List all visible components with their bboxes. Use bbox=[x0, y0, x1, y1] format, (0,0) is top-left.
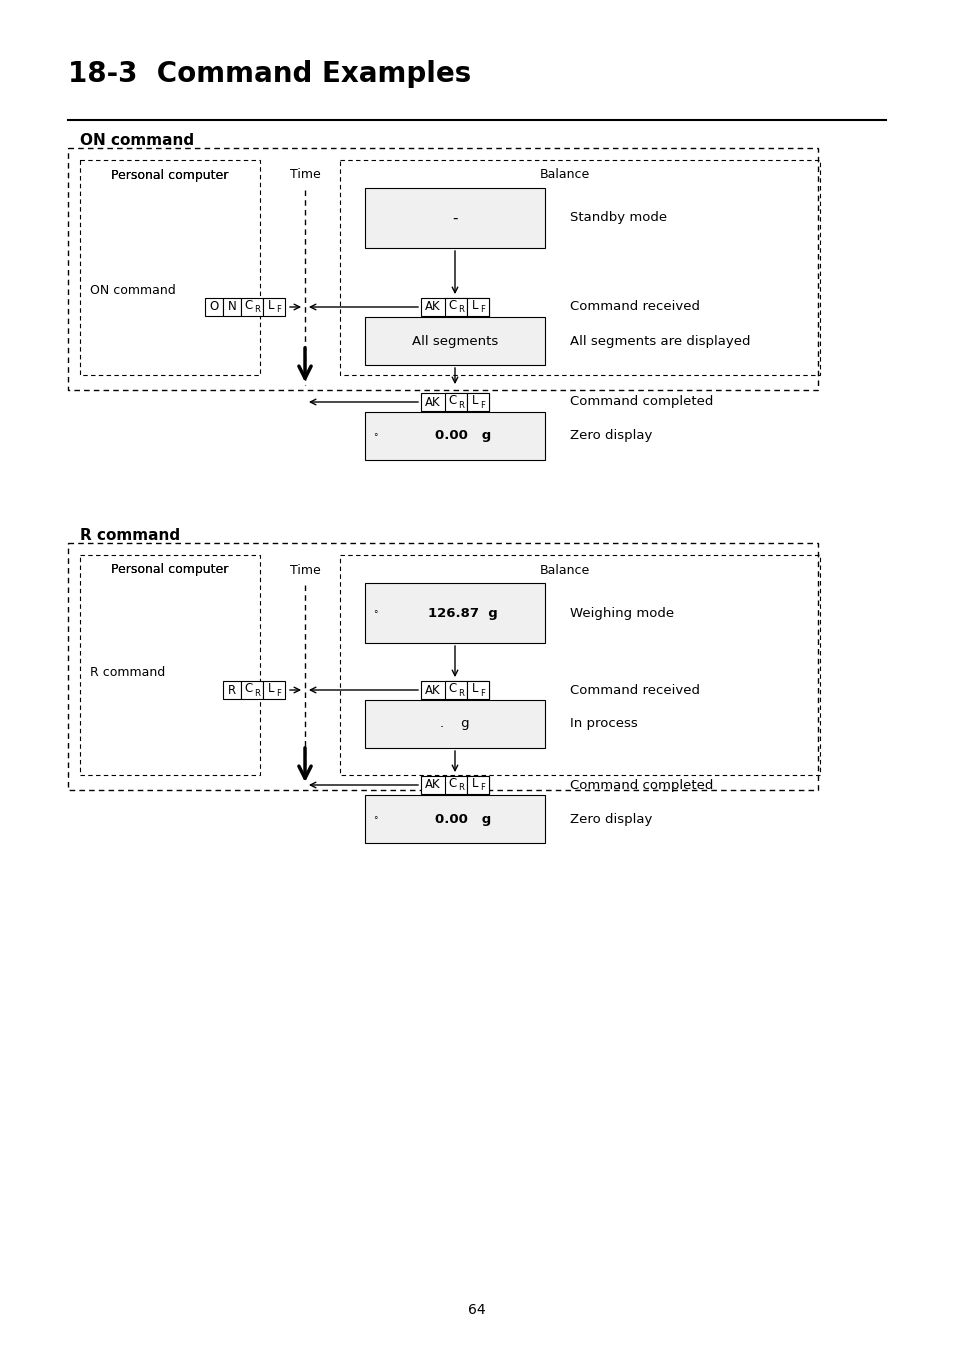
Text: L: L bbox=[268, 298, 274, 312]
Bar bbox=[263, 680, 285, 699]
Text: Personal computer: Personal computer bbox=[112, 563, 229, 576]
Text: Standby mode: Standby mode bbox=[569, 212, 666, 224]
Text: R: R bbox=[253, 305, 259, 315]
Text: C: C bbox=[449, 778, 456, 790]
Text: L: L bbox=[471, 394, 477, 406]
Text: R command: R command bbox=[80, 528, 180, 543]
Text: 0.00   g: 0.00 g bbox=[435, 813, 491, 825]
Text: °: ° bbox=[373, 433, 376, 443]
Text: R: R bbox=[457, 305, 463, 315]
Text: .    g: . g bbox=[439, 717, 469, 730]
Bar bbox=[339, 555, 820, 775]
Bar bbox=[205, 298, 223, 316]
Text: Personal computer: Personal computer bbox=[112, 563, 229, 576]
Bar bbox=[365, 795, 544, 842]
Bar bbox=[467, 298, 489, 316]
Text: Time: Time bbox=[290, 563, 320, 576]
Text: F: F bbox=[480, 783, 485, 792]
Bar bbox=[80, 555, 260, 775]
Text: R: R bbox=[253, 688, 259, 698]
Bar bbox=[365, 583, 544, 643]
Text: F: F bbox=[276, 305, 281, 315]
Text: All segments: All segments bbox=[412, 335, 497, 347]
Text: 18-3  Command Examples: 18-3 Command Examples bbox=[68, 59, 471, 88]
Text: R: R bbox=[457, 783, 463, 792]
Bar bbox=[444, 776, 467, 794]
Text: R command: R command bbox=[90, 666, 165, 679]
Text: 64: 64 bbox=[468, 1303, 485, 1318]
Bar bbox=[68, 148, 817, 390]
Text: Weighing mode: Weighing mode bbox=[569, 606, 674, 620]
Text: L: L bbox=[471, 298, 477, 312]
Text: ON command: ON command bbox=[80, 134, 193, 148]
Text: O: O bbox=[209, 301, 218, 313]
Text: C: C bbox=[449, 682, 456, 695]
Bar bbox=[420, 393, 489, 410]
Bar bbox=[444, 298, 467, 316]
Bar bbox=[467, 393, 489, 410]
Text: Zero display: Zero display bbox=[569, 813, 652, 825]
Bar bbox=[223, 298, 241, 316]
Bar bbox=[339, 161, 820, 375]
Bar bbox=[420, 298, 489, 316]
Text: Command completed: Command completed bbox=[569, 396, 713, 409]
Text: Zero display: Zero display bbox=[569, 429, 652, 443]
Bar bbox=[365, 188, 544, 248]
Text: C: C bbox=[449, 394, 456, 406]
Text: R: R bbox=[228, 683, 235, 697]
Text: ON command: ON command bbox=[90, 284, 175, 297]
Bar bbox=[467, 680, 489, 699]
Text: Balance: Balance bbox=[539, 169, 590, 181]
Text: 126.87  g: 126.87 g bbox=[428, 606, 497, 620]
Bar bbox=[263, 298, 285, 316]
Text: F: F bbox=[276, 688, 281, 698]
Text: L: L bbox=[471, 778, 477, 790]
Text: N: N bbox=[228, 301, 236, 313]
Text: AK: AK bbox=[425, 683, 440, 697]
Text: Command received: Command received bbox=[569, 301, 700, 313]
Text: F: F bbox=[480, 688, 485, 698]
Bar bbox=[365, 412, 544, 460]
Bar bbox=[241, 680, 263, 699]
Bar bbox=[68, 543, 817, 790]
Text: AK: AK bbox=[425, 779, 440, 791]
Text: Balance: Balance bbox=[539, 563, 590, 576]
Text: Command received: Command received bbox=[569, 683, 700, 697]
Bar bbox=[444, 393, 467, 410]
Bar bbox=[80, 161, 260, 375]
Bar bbox=[420, 776, 489, 794]
Text: Personal computer: Personal computer bbox=[112, 169, 229, 181]
Text: F: F bbox=[480, 401, 485, 409]
Text: °: ° bbox=[373, 817, 376, 825]
Text: C: C bbox=[245, 298, 253, 312]
Text: C: C bbox=[449, 298, 456, 312]
Text: In process: In process bbox=[569, 717, 638, 730]
Text: All segments are displayed: All segments are displayed bbox=[569, 335, 750, 347]
Text: C: C bbox=[245, 682, 253, 695]
Text: Time: Time bbox=[290, 169, 320, 181]
Bar bbox=[420, 680, 489, 699]
Text: L: L bbox=[471, 682, 477, 695]
Text: Command completed: Command completed bbox=[569, 779, 713, 791]
Bar bbox=[467, 776, 489, 794]
Text: Personal computer: Personal computer bbox=[112, 169, 229, 181]
Text: AK: AK bbox=[425, 301, 440, 313]
Bar bbox=[365, 317, 544, 365]
Bar bbox=[365, 701, 544, 748]
Text: R: R bbox=[457, 401, 463, 409]
Text: L: L bbox=[268, 682, 274, 695]
Text: R: R bbox=[457, 688, 463, 698]
Bar bbox=[444, 680, 467, 699]
Text: F: F bbox=[480, 305, 485, 315]
Text: °: ° bbox=[373, 610, 376, 620]
Text: AK: AK bbox=[425, 396, 440, 409]
Text: -: - bbox=[452, 211, 457, 225]
Bar bbox=[241, 298, 263, 316]
Bar bbox=[223, 680, 241, 699]
Text: 0.00   g: 0.00 g bbox=[435, 429, 491, 443]
